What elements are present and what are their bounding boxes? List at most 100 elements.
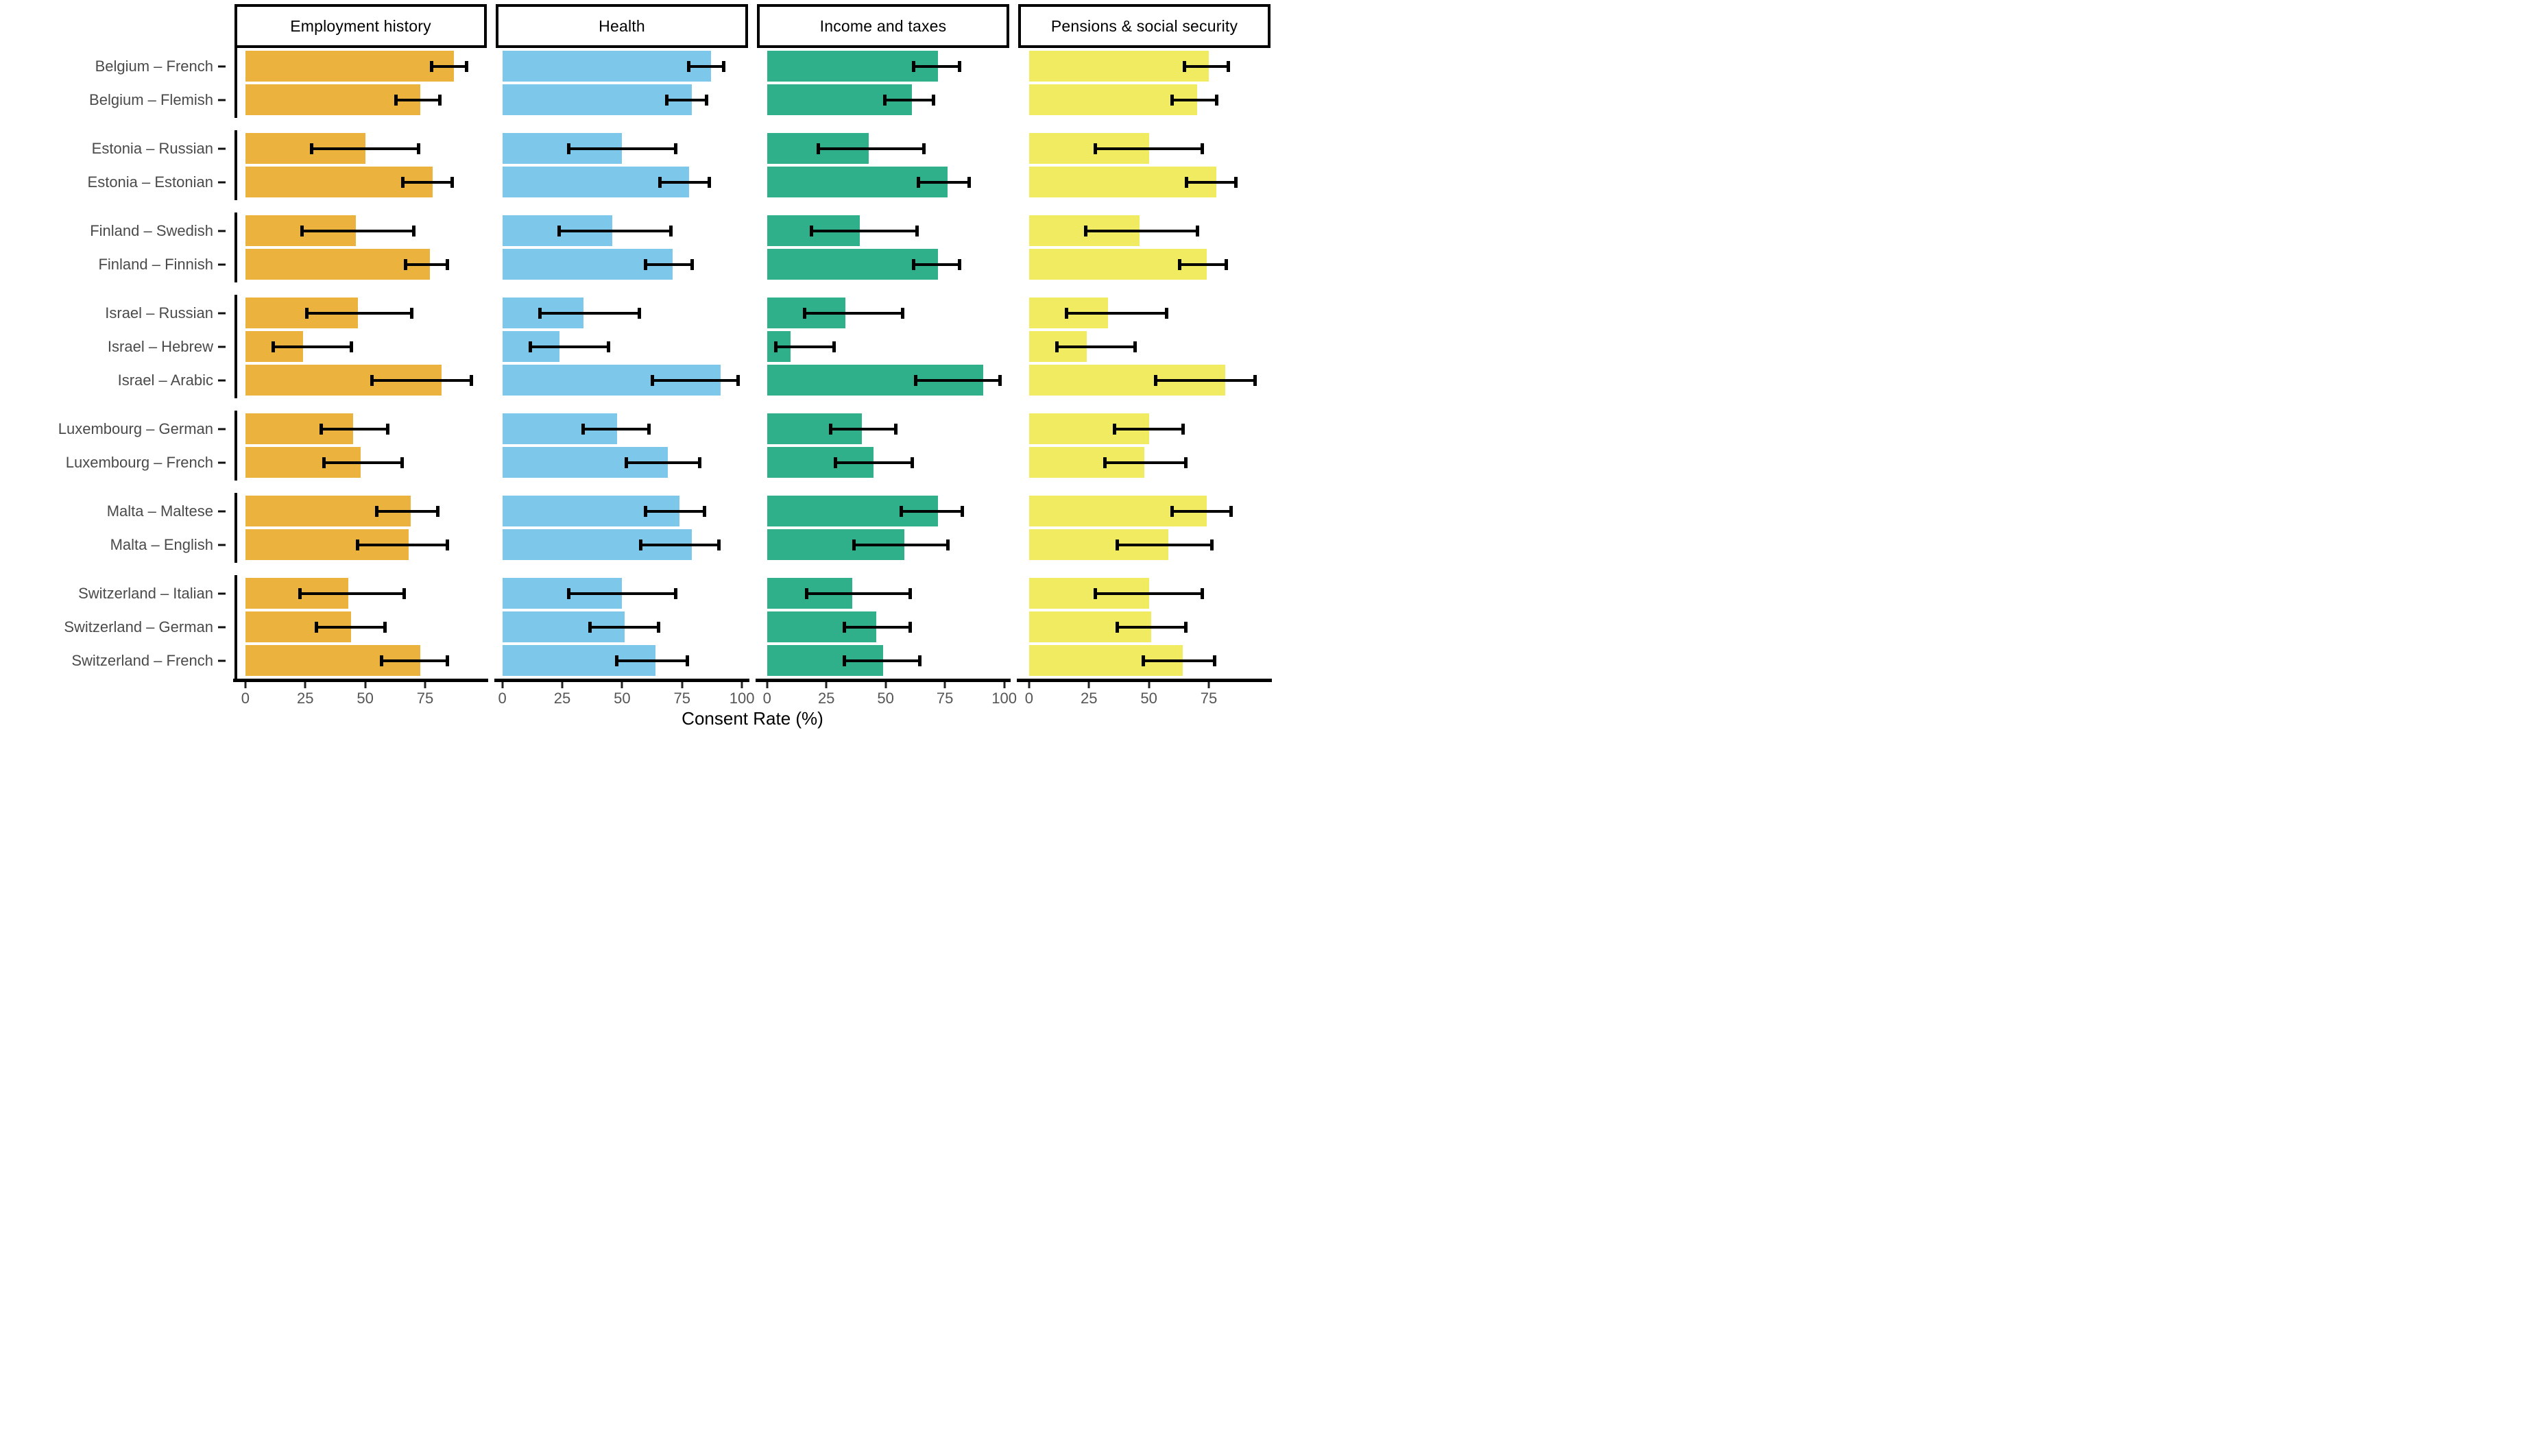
error-bar [538,307,642,319]
bar-row [757,413,1009,444]
error-bar [802,307,905,319]
bar-row [1018,447,1270,478]
country-group [1018,413,1270,478]
y-axis-label: Switzerland – German [0,611,226,642]
x-axis-tick-label: 75 [416,690,434,707]
error-bar [581,423,651,435]
bar-row [496,167,748,197]
bar-row [1018,167,1270,197]
error-bar [379,655,449,666]
error-bar [1170,505,1233,517]
strip-label: Employment history [290,16,431,35]
bar-row [757,529,1009,560]
bar-row [757,447,1009,478]
error-bar [1115,621,1188,633]
y-axis-label: Malta – English [0,529,226,560]
bar-row [234,51,487,82]
error-bar [1113,423,1185,435]
error-bar [298,587,407,599]
x-axis-1: 0 25 50 75 100 [494,679,755,707]
error-bar [320,423,389,435]
x-axis-tick [501,682,504,688]
y-axis-label-text: Malta – Maltese [106,502,213,520]
y-axis-label: Switzerland – Italian [0,578,226,609]
x-axis-tick-label: 100 [729,690,755,707]
error-bar [370,374,473,386]
consent-bar [1028,51,1209,82]
bar-row [234,578,487,609]
country-group [496,133,748,197]
y-axis-label: Belgium – Flemish [0,84,226,115]
panel-strip-employment: Employment history [234,4,487,48]
bar-row [234,447,487,478]
y-axis-labels: Belgium – French Belgium – Flemish Estonia… [0,48,226,679]
y-axis-tick [218,626,226,628]
x-axis-tick [244,682,247,688]
error-bar [1084,225,1200,236]
x-axis-tick-label: 50 [614,690,631,707]
bar-row [496,578,748,609]
error-bar [665,94,709,106]
x-axis-tick [681,682,684,688]
bar-row [496,133,748,164]
country-group [757,133,1009,197]
error-bar [1153,374,1257,386]
country-group [1018,51,1270,115]
bar-row [757,133,1009,164]
error-bar [430,60,468,72]
bar-row [1018,331,1270,362]
panel-plot-1 [496,48,748,679]
y-axis-tick [218,461,226,463]
consent-bar [1028,249,1207,280]
error-bar [300,225,416,236]
y-axis-label-text: Israel – Arabic [117,371,213,389]
y-axis-label-text: Finland – Finnish [98,255,213,273]
country-group [1018,578,1270,676]
error-bar [911,60,962,72]
bar-row [234,611,487,642]
x-axis-tick [1148,682,1151,688]
country-group: Luxembourg – German Luxembourg – French [0,413,226,478]
y-axis-label-text: Malta – English [110,535,213,553]
y-axis-label: Estonia – Estonian [0,167,226,197]
bar-row [234,298,487,328]
bar-row [234,215,487,246]
bar-row [1018,215,1270,246]
bar-row [1018,496,1270,526]
x-axis-tick-label: 0 [498,690,507,707]
x-axis-tick-label: 0 [241,690,250,707]
error-bar [566,143,677,154]
country-group [757,578,1009,676]
bar-row [757,578,1009,609]
bar-row [234,167,487,197]
error-bar [588,621,661,633]
bar-row [757,84,1009,115]
country-group [757,496,1009,560]
x-axis-tick-label: 25 [1080,690,1098,707]
x-axis-tick [304,682,306,688]
error-bar [1142,655,1216,666]
y-axis-label-text: Estonia – Russian [91,139,213,157]
y-axis-tick [218,65,226,67]
error-bar [272,341,354,352]
panel-strip-health: Health [496,4,748,48]
y-axis-label-text: Israel – Hebrew [107,337,213,355]
bar-row [757,645,1009,676]
bar-row [1018,51,1270,82]
bar-row [1018,529,1270,560]
country-group: Estonia – Russian Estonia – Estonian [0,133,226,197]
country-group: Finland – Swedish Finland – Finnish [0,215,226,280]
consent-bar [502,84,692,115]
error-bar [401,176,454,188]
y-axis-label-text: Luxembourg – French [65,453,213,471]
error-bar [305,307,413,319]
x-axis-tick [621,682,623,688]
strip-label: Income and taxes [819,16,947,35]
country-group [1018,298,1270,396]
x-axis-tick [943,682,946,688]
x-axis-tick [1003,682,1006,688]
country-group [1018,133,1270,197]
consent-bar [245,51,454,82]
bar-row [496,645,748,676]
country-group [234,295,487,398]
